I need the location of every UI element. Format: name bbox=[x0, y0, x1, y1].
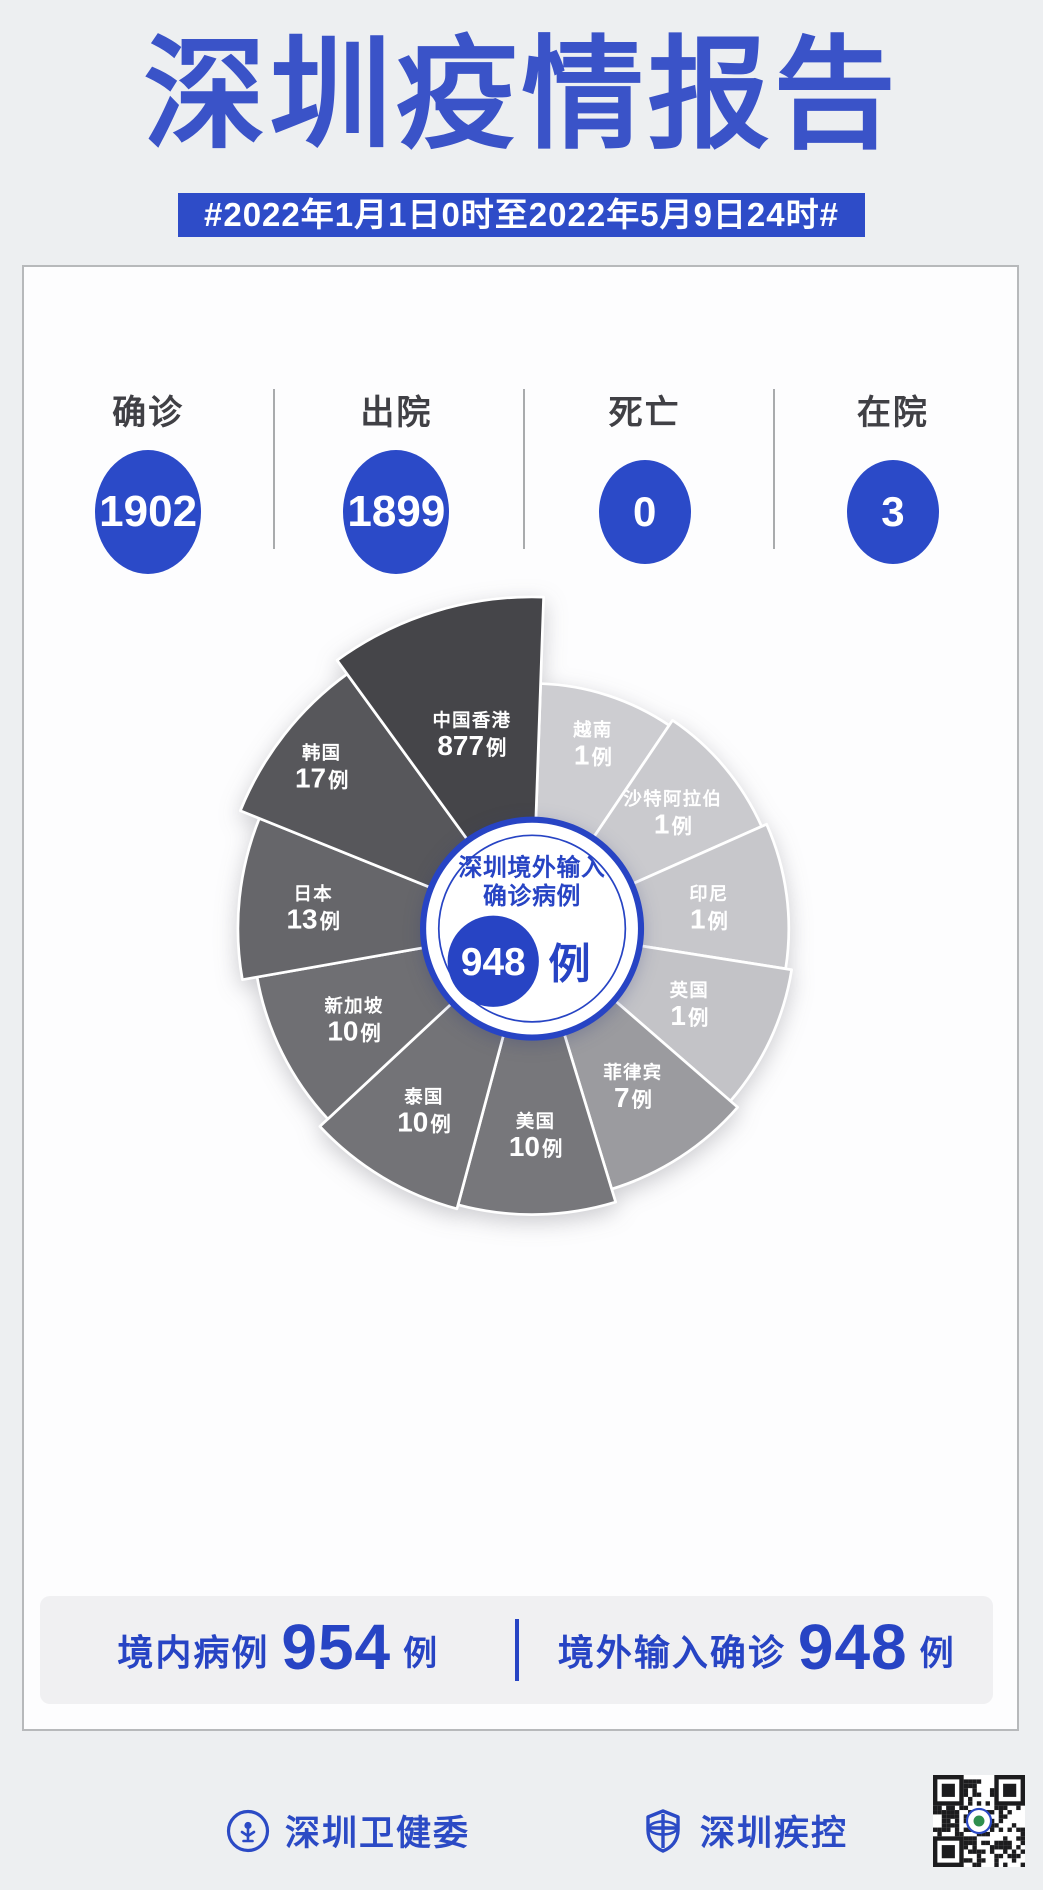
stats-divider bbox=[773, 389, 775, 549]
wedge-name-label: 印尼 bbox=[689, 883, 728, 904]
stat-value-bubble: 3 bbox=[846, 460, 939, 564]
domestic-cases-unit: 例 bbox=[403, 1634, 438, 1673]
wedge-value-label: 1例 bbox=[670, 1000, 708, 1031]
stat-1: 确诊 1902 bbox=[24, 385, 272, 574]
summary-bar: 境内病例 954 例 境外输入确诊 948 例 bbox=[40, 1596, 993, 1704]
wedge-name-label: 日本 bbox=[294, 883, 333, 904]
footer: 深圳卫健委 深圳疾控 bbox=[0, 1733, 1043, 1890]
hub-inner-ring bbox=[437, 834, 627, 1023]
imported-cases-unit: 例 bbox=[919, 1634, 954, 1673]
wedge-value-label: 1例 bbox=[654, 809, 692, 840]
wedge-name-label: 中国香港 bbox=[432, 709, 511, 730]
hub-title-line: 深圳境外输入 bbox=[459, 853, 606, 881]
wedge-name-label: 泰国 bbox=[403, 1086, 443, 1107]
wedge-value-label: 1例 bbox=[690, 903, 728, 934]
wedge-value-label: 13例 bbox=[287, 904, 340, 935]
domestic-cases-label: 境内病例 bbox=[117, 1632, 270, 1673]
subtitle-row: #2022年1月1日0时至2022年5月9日24时# bbox=[0, 193, 1043, 237]
shenzhen-whc-logo-icon bbox=[226, 1809, 270, 1852]
wedge-name-label: 新加坡 bbox=[324, 995, 383, 1016]
wedge-value-label: 10例 bbox=[397, 1107, 450, 1138]
qr-code bbox=[933, 1775, 1025, 1867]
domestic-cases-value: 954 bbox=[281, 1611, 392, 1683]
stat-label: 死亡 bbox=[608, 394, 681, 432]
wedge-name-label: 英国 bbox=[670, 980, 709, 1001]
wedge-value-label: 10例 bbox=[327, 1015, 380, 1046]
hub-outer-circle bbox=[420, 816, 645, 1041]
wedge-name-label: 沙特阿拉伯 bbox=[624, 788, 723, 809]
stat-4: 在院 3 bbox=[769, 385, 1017, 574]
org-shenzhen-cdc: 深圳疾控 bbox=[640, 1805, 848, 1856]
summary-divider bbox=[514, 1619, 519, 1681]
org-shenzhen-whc-label: 深圳卫健委 bbox=[285, 1814, 471, 1853]
hub-total-badge bbox=[447, 915, 539, 1007]
stat-value-bubble: 1902 bbox=[95, 450, 202, 574]
stat-value-bubble: 0 bbox=[598, 460, 691, 564]
wedge-name-label: 越南 bbox=[572, 719, 612, 740]
hub-total-unit: 例 bbox=[548, 941, 590, 988]
hub-total-value: 948 bbox=[461, 941, 526, 984]
wedge-name-label: 菲律宾 bbox=[603, 1061, 662, 1082]
wedge-value-label: 7例 bbox=[614, 1082, 652, 1113]
stat-label: 确诊 bbox=[112, 394, 185, 432]
wedge-value-label: 10例 bbox=[509, 1131, 562, 1162]
wedge-value-label: 1例 bbox=[574, 740, 612, 771]
footer-orgs: 深圳卫健委 深圳疾控 bbox=[225, 1805, 848, 1856]
date-range-banner: #2022年1月1日0时至2022年5月9日24时# bbox=[177, 193, 865, 237]
stat-3: 死亡 0 bbox=[521, 385, 769, 574]
stat-label: 出院 bbox=[360, 394, 433, 432]
wedge-value-label: 877例 bbox=[437, 730, 506, 761]
wedge-name-label: 美国 bbox=[516, 1110, 555, 1131]
wedge-美国 bbox=[456, 927, 618, 1216]
stat-value-bubble: 1899 bbox=[343, 450, 450, 574]
imported-cases-label: 境外输入确诊 bbox=[557, 1632, 786, 1673]
org-shenzhen-whc: 深圳卫健委 bbox=[225, 1805, 470, 1856]
stat-label: 在院 bbox=[856, 394, 929, 432]
stat-2: 出院 1899 bbox=[272, 385, 520, 574]
imported-cases-value: 948 bbox=[797, 1611, 908, 1683]
imported-cases-summary: 境外输入确诊 948 例 bbox=[519, 1611, 994, 1683]
report-card: 确诊 1902 出院 1899 死亡 0 在院 3 境内病例 954 例 境外输入确诊 948… bbox=[22, 265, 1019, 1731]
shenzhen-cdc-logo-icon bbox=[646, 1808, 680, 1853]
page-title: 深圳疫情报告 bbox=[143, 27, 900, 163]
wedge-name-label: 韩国 bbox=[302, 742, 341, 763]
chart-wedge-labels: 越南1例沙特阿拉伯1例印尼1例英国1例菲律宾7例美国10例泰国10例新加坡10例… bbox=[287, 709, 728, 1162]
org-shenzhen-cdc-label: 深圳疾控 bbox=[700, 1814, 849, 1853]
stats-divider bbox=[523, 389, 525, 549]
hub-title-line: 确诊病例 bbox=[483, 882, 581, 910]
rose-pie-chart: 越南1例沙特阿拉伯1例印尼1例英国1例菲律宾7例美国10例泰国10例新加坡10例… bbox=[236, 595, 794, 1216]
wedge-value-label: 17例 bbox=[295, 762, 348, 793]
stats-divider bbox=[273, 389, 275, 549]
domestic-cases-summary: 境内病例 954 例 bbox=[40, 1611, 515, 1683]
stats-row: 确诊 1902 出院 1899 死亡 0 在院 3 bbox=[24, 267, 1017, 574]
